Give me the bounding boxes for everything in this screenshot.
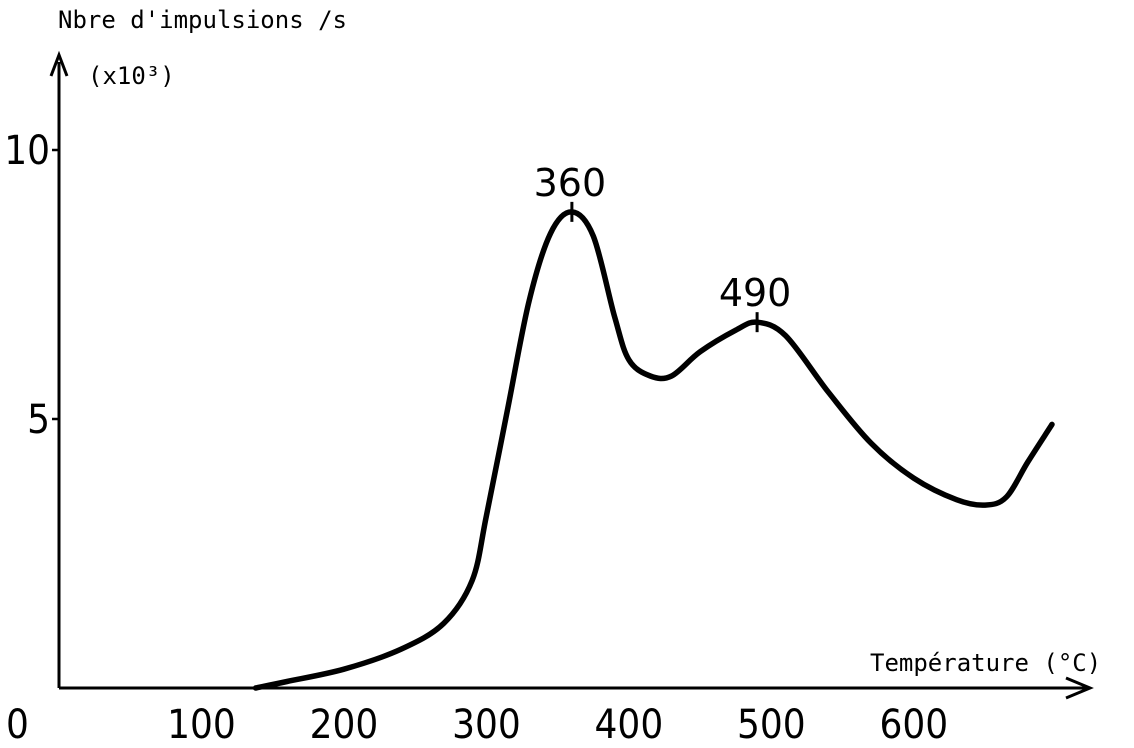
y-axis-label: Nbre d'impulsions /s <box>58 6 347 34</box>
y-axis-arrow <box>49 50 69 77</box>
x-axis-arrow <box>1065 676 1094 700</box>
y-tick-group: 5 10 <box>4 128 59 443</box>
x-tick-label-0: 0 <box>6 702 29 748</box>
x-tick-label-500: 500 <box>737 702 806 748</box>
peak-label-490: 490 <box>719 271 792 315</box>
y-axis-unit: (x10³) <box>88 62 175 90</box>
data-curve <box>252 209 1055 691</box>
y-tick-label-5: 5 <box>27 397 50 443</box>
x-tick-label-100: 100 <box>167 702 236 748</box>
x-tick-label-600: 600 <box>879 702 948 748</box>
x-axis-label: Température (°C) <box>870 649 1101 677</box>
x-tick-group: 0 100 200 300 400 500 600 <box>6 702 948 748</box>
x-tick-label-300: 300 <box>452 702 521 748</box>
y-tick-label-10: 10 <box>4 128 50 174</box>
peak-markers: 360 490 <box>534 161 792 333</box>
x-tick-label-400: 400 <box>595 702 664 748</box>
x-tick-label-200: 200 <box>310 702 379 748</box>
peak-label-360: 360 <box>534 161 607 205</box>
